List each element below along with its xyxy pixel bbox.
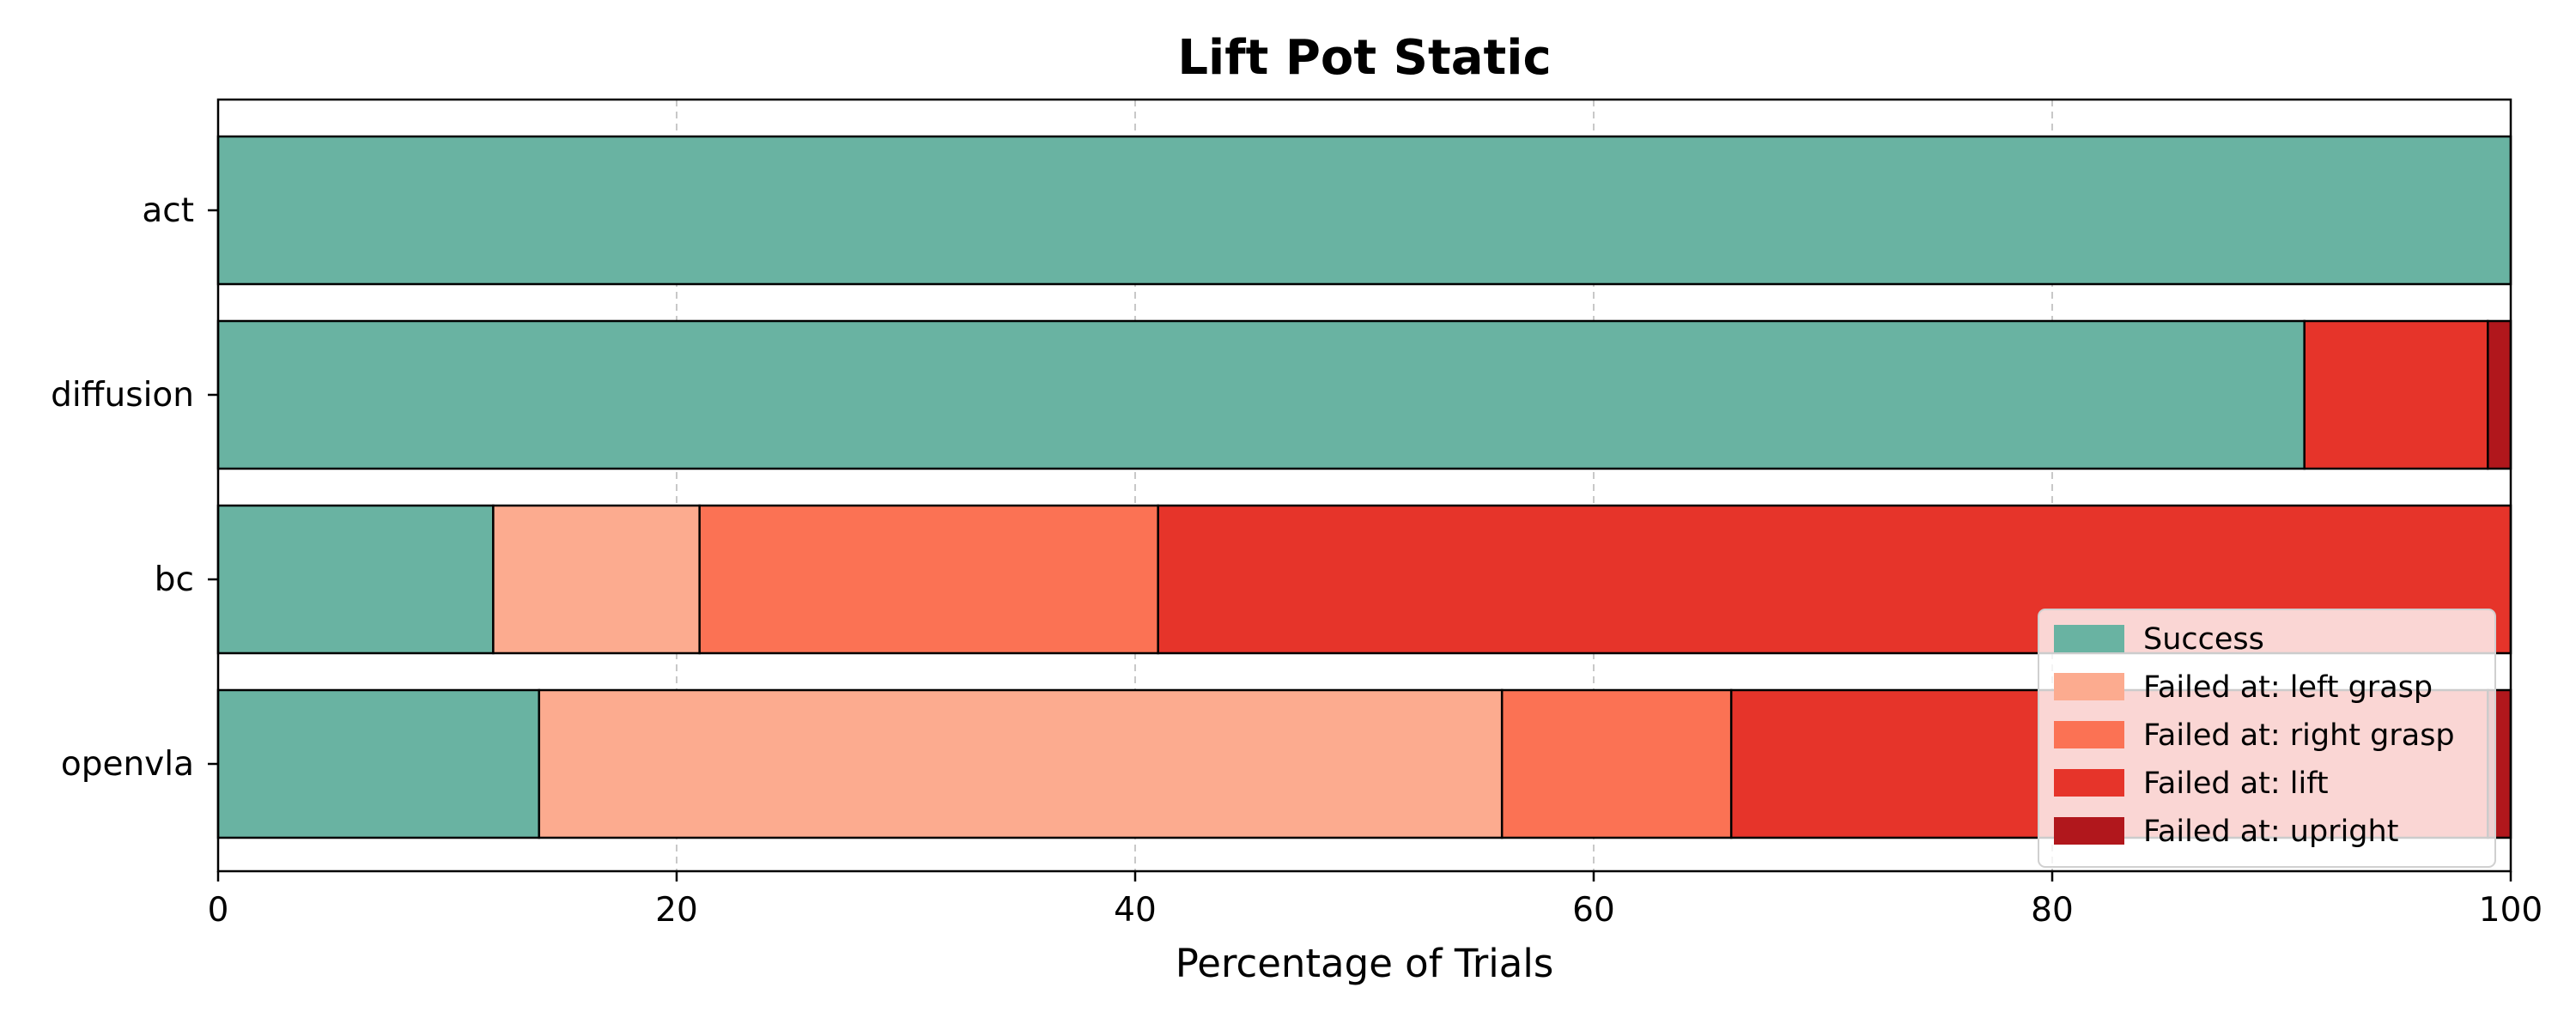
x-tick-label: 0 [208,891,229,930]
legend-swatch [2054,673,2124,700]
y-axis-ticks: act diffusion bc openvla [51,191,218,784]
x-tick-label: 40 [1114,891,1157,930]
x-tick-label: 60 [1572,891,1615,930]
plot-frame [216,98,2512,873]
bar-segment [216,319,2306,470]
legend-label: Failed at: upright [2143,815,2398,849]
chart-title: Lift Pot Static [1177,30,1551,86]
bar-segment [216,504,495,655]
legend-swatch [2054,721,2124,748]
x-tick-label: 80 [2031,891,2074,930]
legend-label: Failed at: left grasp [2143,670,2433,705]
legend-label: Success [2143,622,2264,657]
legend-swatch [2054,625,2124,652]
legend-swatch [2054,817,2124,845]
y-tick-label: bc [155,560,194,599]
bar-segment [216,688,541,839]
legend: Success Failed at: left grasp Failed at: r… [2038,609,2496,868]
bar-segment [698,504,1159,655]
legend-box [2038,609,2496,868]
bar-segment [492,504,701,655]
x-axis-label: Percentage of Trials [1176,941,1554,986]
bar-segment [538,688,1504,839]
y-tick-label: openvla [61,745,194,784]
bar-segment [1500,688,1733,839]
bar-segment [2303,319,2489,470]
y-tick-label: diffusion [51,376,194,415]
legend-label: Failed at: lift [2143,766,2329,801]
y-tick-label: act [142,191,194,230]
x-tick-label: 100 [2479,891,2543,930]
x-axis-ticks: 0 20 40 60 80 100 [208,871,2543,930]
bar-segment [2487,319,2512,470]
bars [216,135,2512,839]
bar-segment [216,135,2512,286]
legend-label: Failed at: right grasp [2143,718,2455,753]
legend-swatch [2054,769,2124,797]
x-tick-label: 20 [655,891,698,930]
